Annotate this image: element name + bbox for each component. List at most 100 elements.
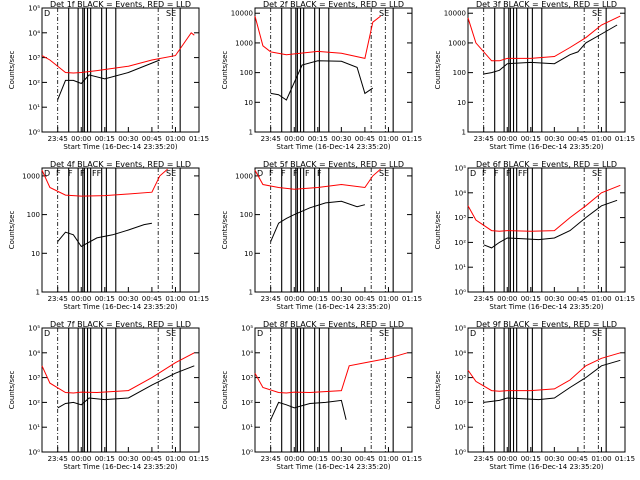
y-axis-label: Counts/sec	[8, 371, 16, 410]
x-axis-label: Start Time (16-Dec-14 23:35:20)	[276, 303, 390, 311]
y-tick-label: 10⁵	[454, 325, 466, 333]
x-tick-label: 00:45	[142, 455, 162, 463]
x-tick-label: 01:00	[378, 135, 398, 143]
y-tick-label: 10³	[28, 54, 40, 62]
x-tick-label: 01:00	[378, 455, 398, 463]
y-tick-label: 10000	[231, 10, 253, 18]
event-marker-label: D	[470, 169, 476, 178]
event-marker-label: SE	[379, 169, 389, 178]
series-line-lld	[467, 184, 621, 232]
x-tick-label: 01:15	[615, 295, 635, 303]
chart-title: Det 7f BLACK = Events, RED = LLD	[50, 320, 191, 329]
series-line-lld	[254, 15, 381, 59]
event-marker-label: F	[269, 169, 274, 178]
x-tick-label: 00:30	[544, 135, 564, 143]
x-tick-label: 00:00	[71, 455, 91, 463]
x-tick-label: 00:00	[71, 135, 91, 143]
event-marker-label: SE	[166, 169, 176, 178]
x-tick-label: 00:15	[308, 135, 328, 143]
x-tick-label: 00:30	[331, 135, 351, 143]
x-tick-label: 01:00	[165, 455, 185, 463]
chart-title: Det 3f BLACK = Events, RED = LLD	[476, 0, 617, 9]
event-marker-label: F	[305, 169, 310, 178]
y-tick-label: 1000	[235, 172, 253, 180]
y-tick-label: 10²	[454, 399, 466, 407]
y-axis-label: Counts/sec	[221, 211, 229, 250]
x-tick-label: 01:00	[165, 135, 185, 143]
event-marker-label: D	[44, 329, 50, 338]
event-marker-label: SE	[592, 169, 602, 178]
series-line-lld	[41, 352, 195, 394]
x-axis-label: Start Time (16-Dec-14 23:35:20)	[63, 303, 177, 311]
y-tick-label: 10²	[28, 399, 40, 407]
event-marker-label: F	[80, 169, 85, 178]
y-tick-label: 1	[36, 289, 40, 297]
x-tick-label: 00:00	[497, 135, 517, 143]
y-tick-label: 10	[457, 99, 466, 107]
y-tick-label: 10⁵	[28, 325, 40, 333]
x-tick-label: 23:45	[261, 135, 281, 143]
series-line-lld	[41, 168, 168, 197]
event-marker-label: SE	[379, 329, 389, 338]
x-tick-label: 00:30	[118, 455, 138, 463]
y-tick-label: 10	[31, 250, 40, 258]
chart-title: Det 5f BLACK = Events, RED = LLD	[263, 160, 404, 169]
y-tick-label: 1	[249, 129, 253, 137]
y-tick-label: 10³	[454, 214, 466, 222]
series-line-events	[57, 365, 195, 409]
x-tick-label: 23:45	[474, 295, 494, 303]
event-marker-label: F	[281, 169, 286, 178]
y-axis-label: Counts/sec	[434, 371, 442, 410]
y-tick-label: 10⁰	[241, 449, 253, 457]
event-marker-label: SE	[592, 9, 602, 18]
event-marker-label: D	[257, 169, 263, 178]
plot-frame	[41, 7, 200, 133]
event-marker-label: F	[293, 169, 298, 178]
x-axis-label: Start Time (16-Dec-14 23:35:20)	[63, 143, 177, 151]
x-tick-label: 00:45	[355, 135, 375, 143]
x-axis-label: Start Time (16-Dec-14 23:35:20)	[489, 463, 603, 471]
series-line-events	[270, 399, 347, 420]
x-tick-label: 01:15	[189, 295, 209, 303]
x-tick-label: 23:45	[474, 135, 494, 143]
x-axis-label: Start Time (16-Dec-14 23:35:20)	[489, 303, 603, 311]
plot-frame	[41, 327, 200, 453]
x-tick-label: 01:15	[402, 135, 422, 143]
event-marker-label: F	[68, 169, 73, 178]
x-tick-label: 01:00	[378, 295, 398, 303]
y-tick-label: 10	[244, 99, 253, 107]
y-tick-label: 10	[244, 250, 253, 258]
series-line-events	[483, 199, 618, 249]
x-tick-label: 00:00	[497, 295, 517, 303]
x-tick-label: 00:30	[118, 135, 138, 143]
x-tick-label: 00:30	[331, 455, 351, 463]
x-tick-label: 00:45	[568, 295, 588, 303]
x-tick-label: 00:30	[118, 295, 138, 303]
x-tick-label: 01:15	[189, 135, 209, 143]
series-line-lld	[41, 32, 195, 74]
x-tick-label: 01:15	[615, 455, 635, 463]
y-tick-label: 10²	[241, 399, 253, 407]
event-marker-label: D	[44, 169, 50, 178]
series-line-events	[270, 200, 366, 242]
x-tick-label: 00:00	[284, 455, 304, 463]
y-tick-label: 10¹	[28, 104, 40, 112]
x-tick-label: 00:00	[71, 295, 91, 303]
x-tick-label: 01:15	[615, 135, 635, 143]
y-axis-label: Counts/sec	[434, 51, 442, 90]
series-line-lld	[254, 168, 381, 190]
x-tick-label: 23:45	[474, 455, 494, 463]
series-line-events	[483, 359, 621, 403]
series-line-events	[270, 60, 374, 101]
plot-frame	[467, 327, 626, 453]
y-tick-label: 1000	[22, 172, 40, 180]
chart-title: Det 1f BLACK = Events, RED = LLD	[50, 0, 191, 9]
x-tick-label: 23:45	[48, 455, 68, 463]
y-axis-label: Counts/sec	[8, 211, 16, 250]
y-tick-label: 10⁵	[28, 5, 40, 13]
event-marker-label: FF	[92, 169, 102, 178]
